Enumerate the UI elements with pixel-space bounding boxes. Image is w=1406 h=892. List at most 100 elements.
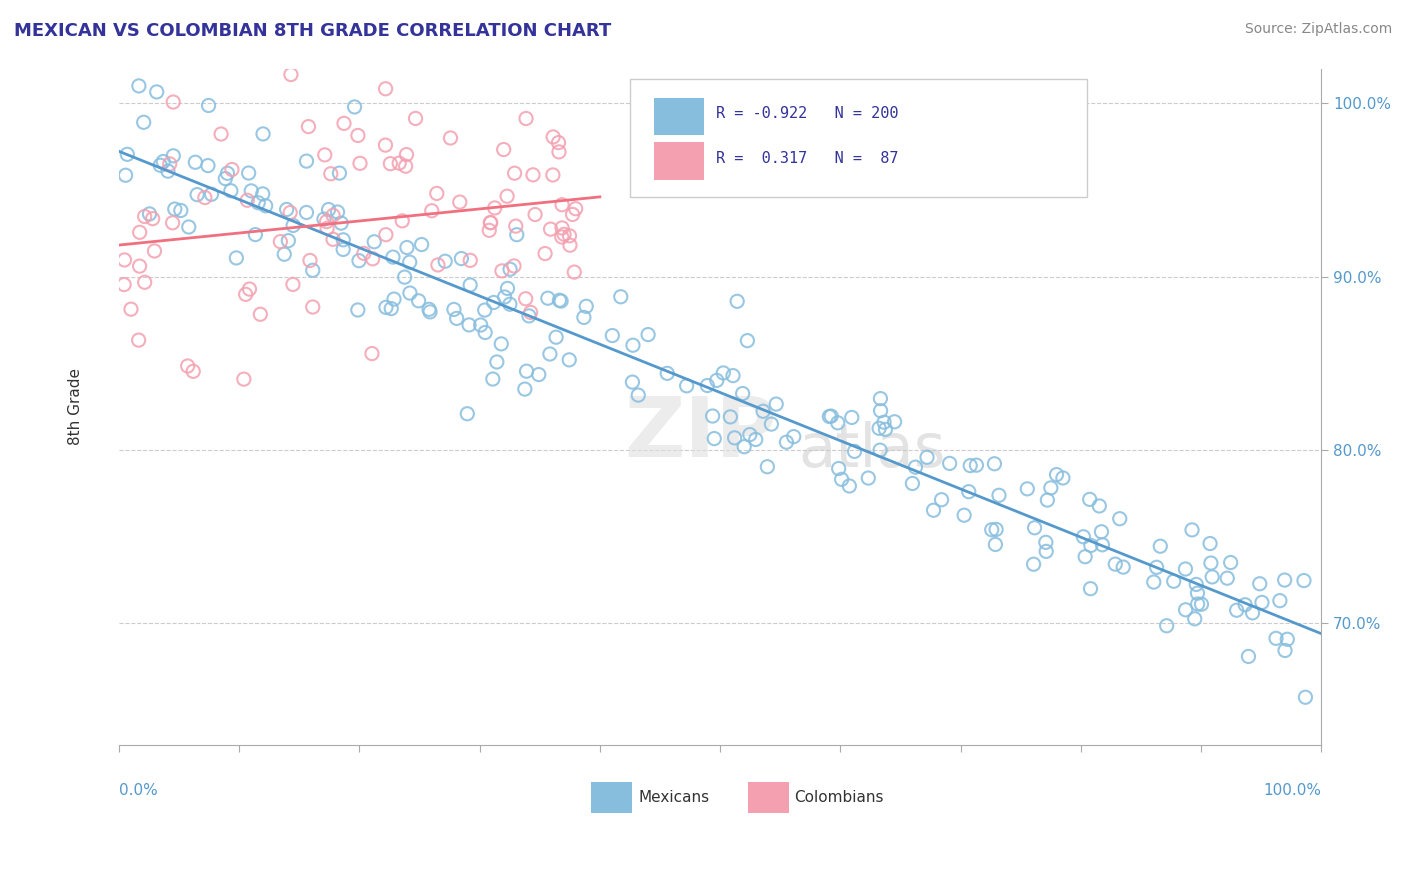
Point	[134, 210, 156, 224]
Point	[858, 471, 880, 485]
Point	[479, 215, 502, 229]
Point	[1104, 557, 1126, 571]
Point	[547, 136, 569, 150]
Text: Mexicans: Mexicans	[638, 790, 710, 805]
Point	[482, 372, 505, 386]
Point	[657, 367, 679, 381]
Point	[931, 492, 953, 507]
Point	[765, 397, 787, 411]
Point	[1088, 499, 1111, 513]
Point	[564, 202, 586, 216]
Point	[200, 187, 222, 202]
Point	[128, 225, 150, 239]
Point	[128, 259, 150, 273]
Point	[330, 216, 353, 230]
Point	[343, 100, 366, 114]
Point	[1294, 690, 1316, 705]
Point	[550, 293, 572, 308]
Point	[738, 427, 761, 442]
Point	[347, 128, 370, 143]
Point	[505, 219, 527, 234]
Point	[1185, 577, 1208, 591]
Point	[1216, 571, 1239, 585]
Text: atlas: atlas	[799, 421, 946, 480]
Point	[503, 166, 526, 180]
Point	[322, 208, 344, 222]
Point	[610, 290, 633, 304]
Point	[1052, 471, 1074, 485]
Point	[503, 259, 526, 273]
Point	[983, 457, 1005, 471]
Point	[1074, 549, 1097, 564]
Point	[868, 421, 890, 435]
Point	[209, 127, 232, 141]
Point	[548, 145, 571, 159]
Point	[540, 222, 562, 236]
Point	[181, 364, 204, 378]
Point	[449, 195, 471, 210]
Point	[347, 303, 370, 318]
Point	[562, 265, 585, 279]
Point	[318, 202, 340, 217]
Point	[1108, 512, 1130, 526]
Point	[1292, 574, 1315, 588]
Point	[827, 416, 849, 430]
Point	[637, 327, 659, 342]
Point	[162, 149, 184, 163]
Point	[214, 171, 236, 186]
Point	[561, 207, 583, 221]
Point	[297, 120, 319, 134]
Point	[315, 214, 337, 228]
Point	[938, 457, 960, 471]
Point	[277, 234, 299, 248]
Point	[353, 246, 375, 260]
Point	[408, 293, 430, 308]
Point	[395, 147, 418, 161]
Point	[443, 302, 465, 317]
Point	[1249, 576, 1271, 591]
Point	[1090, 524, 1112, 539]
Point	[551, 221, 574, 235]
Point	[548, 293, 571, 308]
Text: Colombians: Colombians	[794, 790, 884, 805]
Point	[156, 164, 179, 178]
Point	[120, 302, 142, 317]
Point	[252, 186, 274, 201]
Point	[988, 488, 1011, 502]
Point	[269, 235, 291, 249]
Point	[197, 159, 219, 173]
Point	[301, 300, 323, 314]
Point	[391, 214, 413, 228]
Point	[142, 211, 165, 226]
Point	[527, 368, 550, 382]
Point	[1073, 530, 1095, 544]
Point	[1274, 643, 1296, 657]
Point	[381, 250, 404, 264]
Point	[522, 168, 544, 182]
Point	[1024, 521, 1046, 535]
Point	[434, 254, 457, 268]
Point	[546, 330, 568, 344]
Point	[775, 435, 797, 450]
Point	[163, 202, 186, 216]
Point	[328, 166, 350, 180]
Point	[1017, 482, 1039, 496]
Point	[1163, 574, 1185, 589]
Point	[965, 458, 987, 472]
Point	[1219, 556, 1241, 570]
Point	[984, 537, 1007, 551]
Point	[319, 167, 342, 181]
Point	[537, 291, 560, 305]
Point	[959, 458, 981, 473]
Point	[494, 290, 516, 304]
Point	[249, 307, 271, 321]
Point	[703, 432, 725, 446]
Point	[1146, 560, 1168, 574]
Point	[470, 318, 492, 332]
Point	[134, 275, 156, 289]
Point	[484, 201, 506, 215]
Point	[184, 155, 207, 169]
Point	[219, 184, 242, 198]
Point	[347, 253, 370, 268]
Point	[326, 205, 349, 219]
